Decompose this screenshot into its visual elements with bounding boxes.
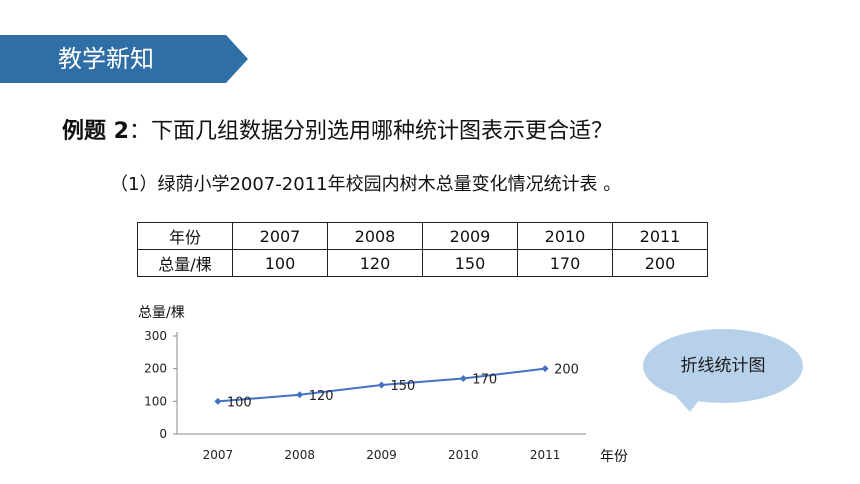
callout-text: 折线统计图 — [643, 353, 803, 379]
data-label: 150 — [391, 379, 416, 394]
y-tick-label: 100 — [144, 394, 167, 408]
data-label: 170 — [472, 372, 497, 387]
data-point — [214, 398, 221, 405]
x-tick-label: 2011 — [530, 448, 561, 462]
data-point — [542, 365, 549, 372]
x-tick-label: 2008 — [284, 448, 315, 462]
y-tick-label: 300 — [144, 329, 167, 343]
y-tick-label: 0 — [159, 427, 167, 441]
data-label: 100 — [227, 395, 252, 410]
data-point — [460, 375, 467, 382]
x-tick-label: 2009 — [366, 448, 397, 462]
data-point — [296, 391, 303, 398]
y-tick-label: 200 — [144, 362, 167, 376]
x-tick-label: 2007 — [203, 448, 234, 462]
data-label: 200 — [554, 363, 579, 378]
data-point — [378, 382, 385, 389]
data-label: 120 — [309, 389, 334, 404]
x-tick-label: 2010 — [448, 448, 479, 462]
